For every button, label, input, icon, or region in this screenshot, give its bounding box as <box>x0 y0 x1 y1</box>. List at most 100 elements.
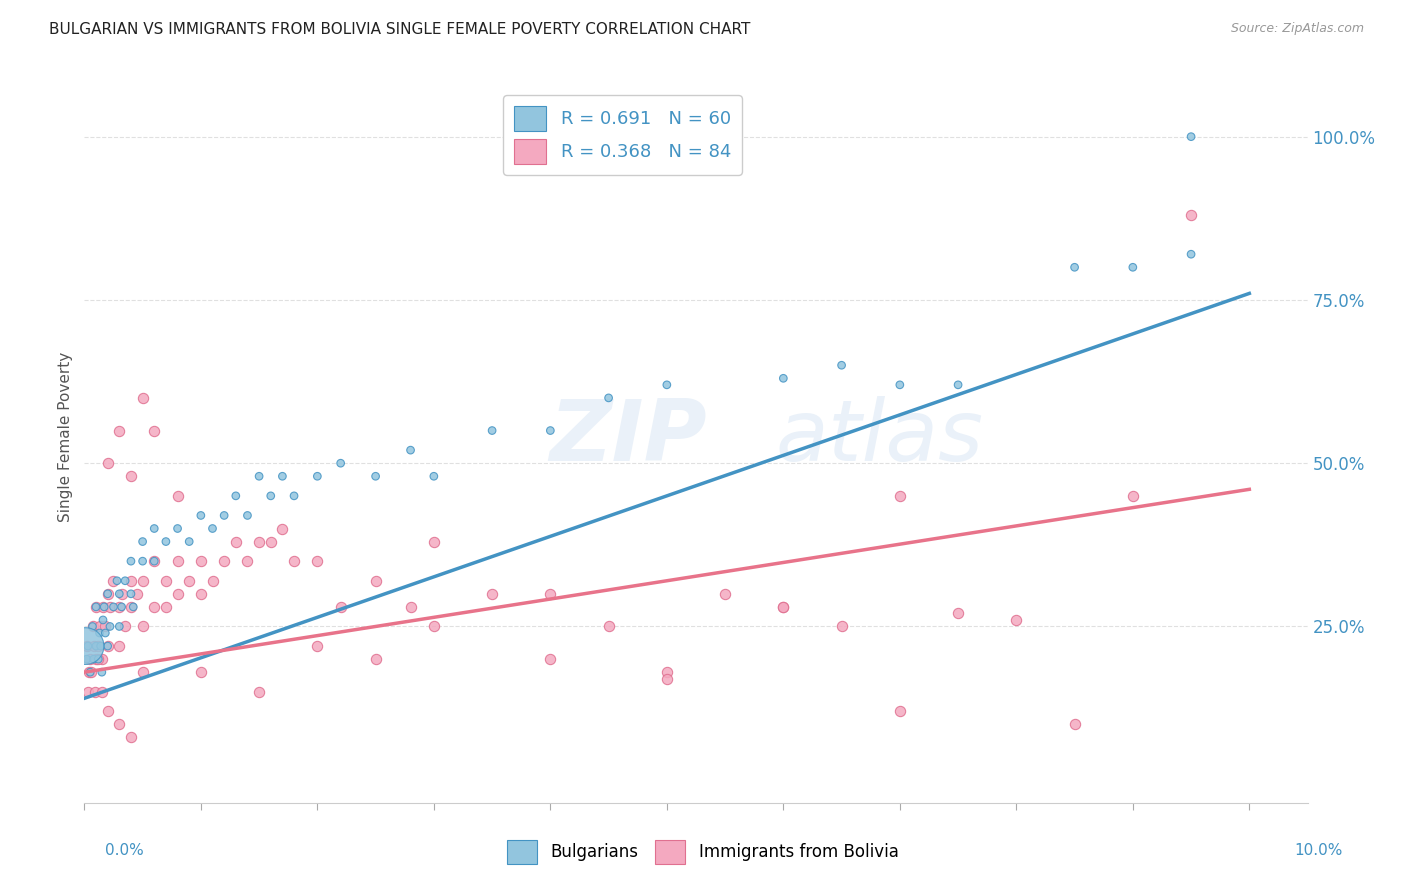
Point <box>120 587 142 601</box>
Point <box>190 587 212 601</box>
Point <box>889 377 911 392</box>
Point <box>190 508 212 523</box>
Point <box>77 665 100 680</box>
Point <box>1122 260 1144 275</box>
Point <box>76 639 98 653</box>
Point <box>108 717 131 731</box>
Point <box>889 489 911 503</box>
Point <box>108 639 131 653</box>
Text: 10.0%: 10.0% <box>1295 843 1343 858</box>
Point <box>364 574 387 588</box>
Point <box>89 619 111 633</box>
Point <box>1180 208 1202 222</box>
Text: atlas: atlas <box>776 395 983 479</box>
Point <box>772 599 794 614</box>
Point <box>538 652 561 666</box>
Point <box>90 665 112 680</box>
Point <box>108 619 131 633</box>
Point <box>212 508 235 523</box>
Point <box>364 469 387 483</box>
Point <box>93 599 115 614</box>
Point <box>179 574 201 588</box>
Point <box>131 619 153 633</box>
Point <box>155 599 177 614</box>
Point <box>90 639 112 653</box>
Point <box>481 424 503 438</box>
Point <box>283 489 305 503</box>
Point <box>131 554 153 568</box>
Point <box>97 587 120 601</box>
Point <box>108 424 131 438</box>
Point <box>329 456 352 470</box>
Point <box>166 554 188 568</box>
Point <box>538 424 561 438</box>
Point <box>111 587 134 601</box>
Point <box>247 469 270 483</box>
Point <box>307 469 329 483</box>
Point <box>79 652 101 666</box>
Point <box>143 521 166 535</box>
Point <box>97 639 120 653</box>
Point <box>260 489 283 503</box>
Text: Source: ZipAtlas.com: Source: ZipAtlas.com <box>1230 22 1364 36</box>
Point <box>131 534 153 549</box>
Point <box>598 619 620 633</box>
Point <box>946 607 969 621</box>
Point <box>76 685 98 699</box>
Point <box>97 587 120 601</box>
Point <box>131 574 153 588</box>
Point <box>111 599 134 614</box>
Point <box>179 534 201 549</box>
Point <box>201 521 224 535</box>
Point <box>97 456 120 470</box>
Point <box>598 391 620 405</box>
Point <box>247 534 270 549</box>
Point <box>329 599 352 614</box>
Point <box>122 599 145 614</box>
Point <box>82 619 104 633</box>
Point <box>91 613 114 627</box>
Point <box>1005 613 1028 627</box>
Point <box>1180 129 1202 144</box>
Legend: Bulgarians, Immigrants from Bolivia: Bulgarians, Immigrants from Bolivia <box>501 833 905 871</box>
Point <box>103 574 125 588</box>
Point <box>655 377 678 392</box>
Point <box>114 574 136 588</box>
Point <box>87 652 110 666</box>
Point <box>94 619 117 633</box>
Point <box>131 665 153 680</box>
Point <box>307 639 329 653</box>
Point <box>1122 489 1144 503</box>
Point <box>423 534 446 549</box>
Point <box>97 639 120 653</box>
Point <box>91 599 114 614</box>
Point <box>166 521 188 535</box>
Point <box>143 424 166 438</box>
Point <box>143 554 166 568</box>
Point <box>83 652 105 666</box>
Point <box>143 554 166 568</box>
Point <box>307 554 329 568</box>
Point <box>1063 717 1085 731</box>
Point <box>83 685 105 699</box>
Y-axis label: Single Female Poverty: Single Female Poverty <box>58 352 73 522</box>
Point <box>90 652 112 666</box>
Point <box>889 705 911 719</box>
Point <box>772 371 794 385</box>
Point <box>399 443 422 458</box>
Point <box>283 554 305 568</box>
Point <box>120 554 142 568</box>
Point <box>831 358 853 372</box>
Point <box>236 508 259 523</box>
Point <box>201 574 224 588</box>
Point <box>76 639 98 653</box>
Point <box>143 599 166 614</box>
Point <box>98 619 121 633</box>
Point <box>108 587 131 601</box>
Point <box>76 652 98 666</box>
Point <box>1063 260 1085 275</box>
Point <box>271 521 294 535</box>
Point <box>538 587 561 601</box>
Point <box>212 554 235 568</box>
Point <box>84 639 107 653</box>
